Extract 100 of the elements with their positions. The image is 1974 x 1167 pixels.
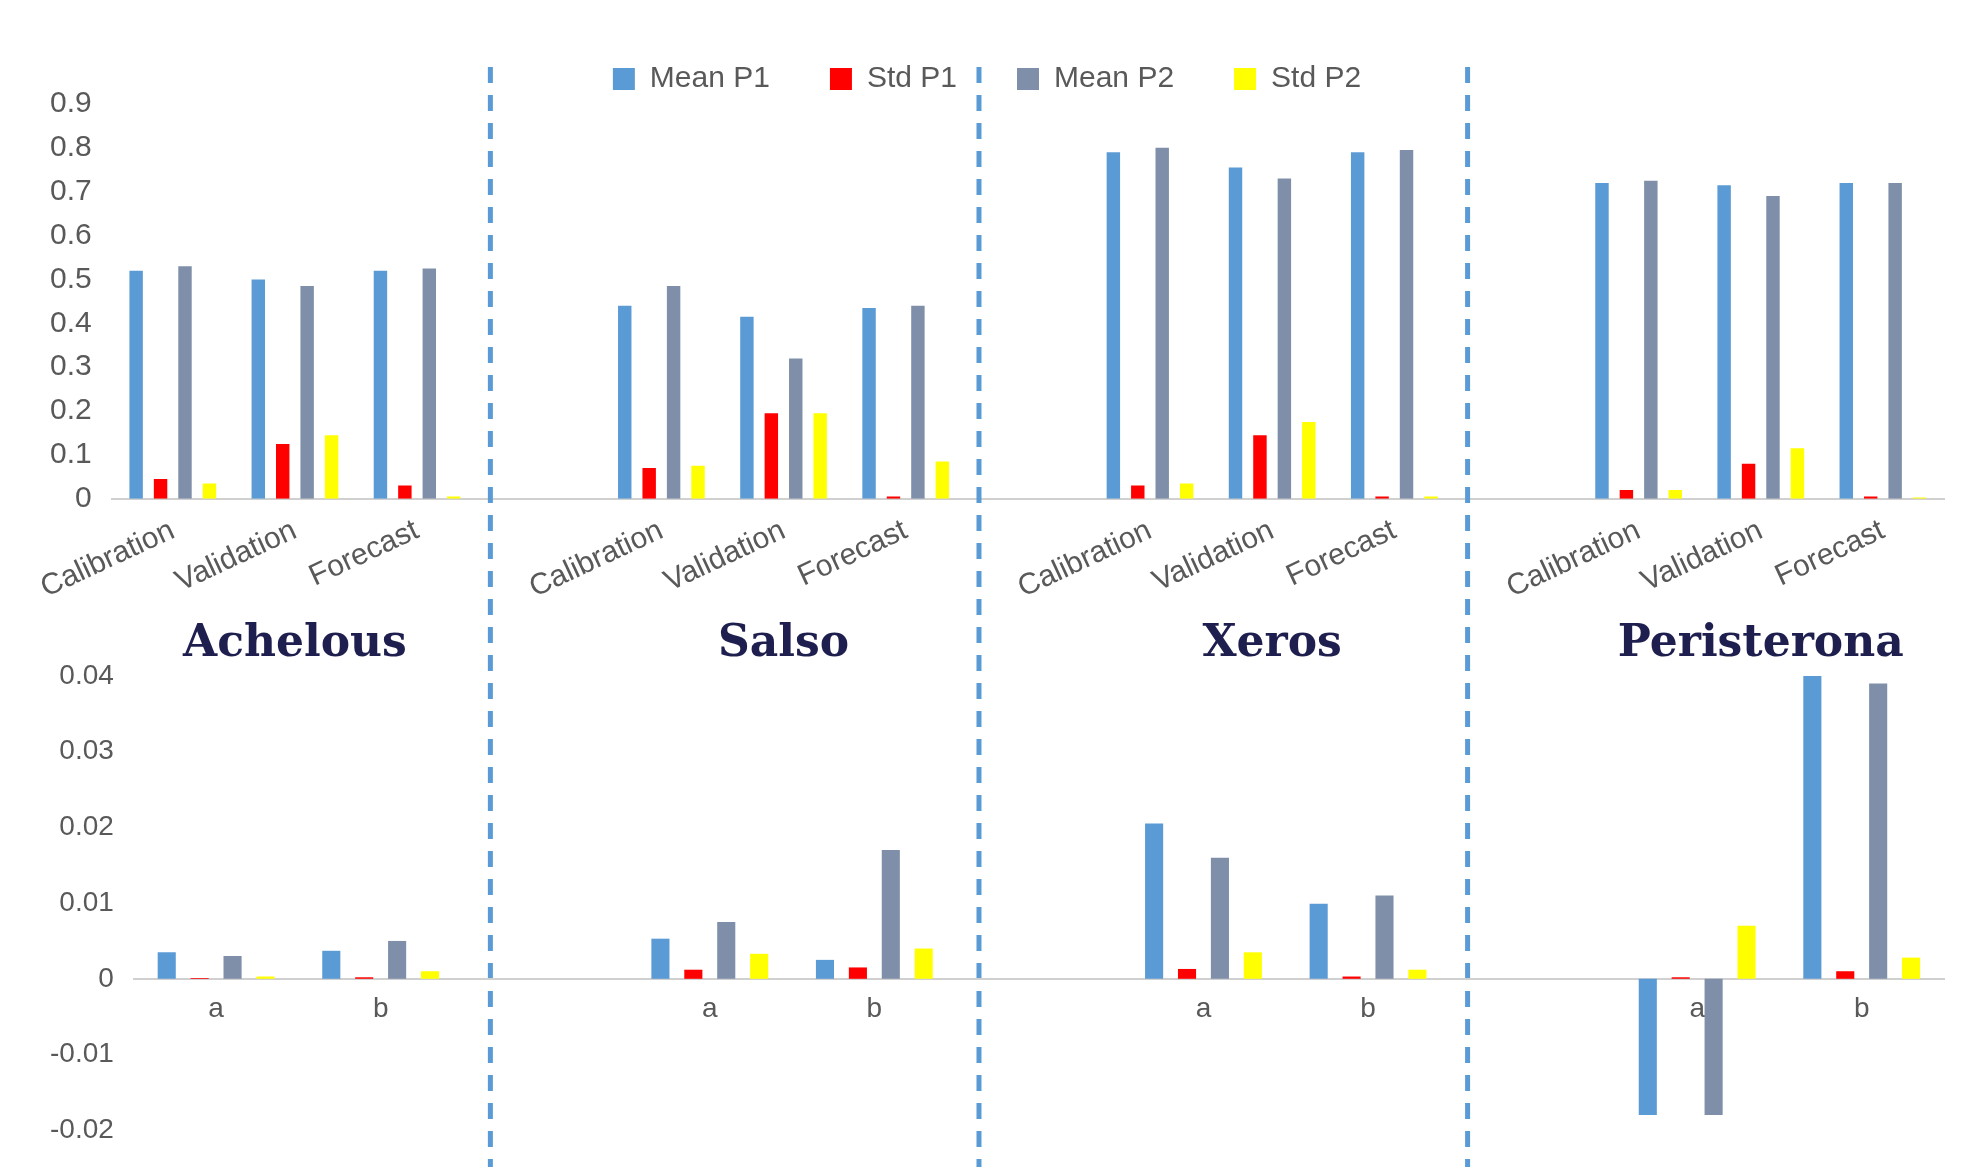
bar xyxy=(789,358,803,499)
bar xyxy=(740,316,754,499)
bar xyxy=(1155,147,1169,499)
y-tick-label: 0.03 xyxy=(59,734,114,766)
bar xyxy=(1243,952,1262,979)
bar xyxy=(1375,895,1394,979)
bar xyxy=(1131,485,1145,499)
y-tick-label: 0 xyxy=(98,961,114,993)
bar xyxy=(750,953,769,979)
bar xyxy=(422,268,437,499)
bar xyxy=(324,435,339,499)
bar xyxy=(1106,152,1121,499)
bar xyxy=(914,948,933,979)
bar xyxy=(322,950,341,979)
bar xyxy=(1350,152,1365,499)
bar xyxy=(1253,435,1267,499)
bar xyxy=(178,266,192,499)
text: Salso xyxy=(717,615,850,666)
x-tick-label: b xyxy=(1360,992,1376,1024)
y-tick-label: 0.3 xyxy=(49,348,92,382)
bar xyxy=(764,413,779,499)
bar xyxy=(717,922,736,979)
bar xyxy=(251,279,266,499)
bar xyxy=(642,468,656,499)
bar xyxy=(129,270,143,499)
bar xyxy=(1836,971,1855,979)
bar xyxy=(1839,182,1853,499)
legend-label: Std P2 xyxy=(1271,60,1362,94)
bar xyxy=(202,483,217,499)
bar xyxy=(1302,422,1316,499)
bar xyxy=(1408,969,1427,979)
y-tick-label: 0 xyxy=(75,480,92,514)
x-tick-label: a xyxy=(1195,992,1212,1024)
bar xyxy=(618,305,632,499)
bar xyxy=(813,413,827,499)
bar xyxy=(300,286,314,499)
legend-label: Std P1 xyxy=(866,60,957,94)
text: Peristerona xyxy=(1617,615,1904,666)
y-tick-label: 0.1 xyxy=(49,436,92,470)
y-tick-label: 0.04 xyxy=(59,658,114,690)
bar xyxy=(157,952,176,979)
bar xyxy=(1277,178,1292,499)
y-tick-label: 0.4 xyxy=(49,304,92,338)
x-tick-label: b xyxy=(372,992,389,1024)
y-tick-label: 0.8 xyxy=(49,129,92,163)
bar xyxy=(691,465,705,499)
x-tick-label: b xyxy=(866,992,883,1024)
bar xyxy=(1595,182,1609,499)
y-tick-label: 0.5 xyxy=(49,260,92,294)
y-tick-label: -0.02 xyxy=(49,1112,114,1144)
bar xyxy=(1179,483,1194,499)
text: Xeros xyxy=(1202,615,1342,666)
bar xyxy=(1638,978,1657,1116)
x-tick-label: a xyxy=(1689,992,1706,1024)
bar xyxy=(1145,823,1164,979)
x-tick-label: a xyxy=(702,992,718,1024)
bar xyxy=(373,270,388,499)
bar xyxy=(276,443,290,499)
bar xyxy=(1717,185,1731,499)
bar xyxy=(1741,463,1756,499)
y-tick-label: 0.9 xyxy=(49,85,92,119)
bar xyxy=(651,938,670,979)
y-tick-label: -0.01 xyxy=(49,1037,114,1069)
x-tick-label: b xyxy=(1853,992,1870,1024)
bar xyxy=(1766,196,1780,499)
bar xyxy=(1399,150,1414,499)
bar xyxy=(881,850,900,979)
bar xyxy=(398,485,412,499)
bar xyxy=(1737,925,1756,979)
bar xyxy=(1790,448,1805,499)
bar xyxy=(935,461,950,499)
bar xyxy=(848,967,867,979)
bar xyxy=(420,971,440,979)
y-tick-label: 0.01 xyxy=(59,885,114,917)
legend-label: Mean P2 xyxy=(1054,60,1175,94)
y-tick-label: 0.02 xyxy=(59,810,114,842)
text: Achelous xyxy=(183,615,407,666)
bar xyxy=(1228,167,1243,499)
y-tick-label: 0.2 xyxy=(49,392,92,426)
bar xyxy=(388,940,407,979)
bar xyxy=(1869,683,1888,979)
bar xyxy=(1803,676,1822,979)
y-tick-label: 0.6 xyxy=(49,216,92,250)
bar xyxy=(1309,903,1328,979)
bar xyxy=(153,479,168,499)
bar xyxy=(815,959,835,979)
bar xyxy=(1902,957,1921,979)
bar xyxy=(1210,857,1229,979)
bar xyxy=(684,969,703,979)
y-tick-label: 0.7 xyxy=(49,172,92,206)
bar xyxy=(223,956,242,979)
bar xyxy=(256,976,275,979)
legend-label: Mean P1 xyxy=(649,60,770,94)
bar xyxy=(1177,968,1197,979)
bar xyxy=(1888,182,1902,499)
bar xyxy=(911,305,925,499)
bar xyxy=(1644,180,1658,499)
x-tick-label: a xyxy=(208,992,225,1024)
bar xyxy=(862,307,876,499)
bar xyxy=(1704,978,1723,1116)
